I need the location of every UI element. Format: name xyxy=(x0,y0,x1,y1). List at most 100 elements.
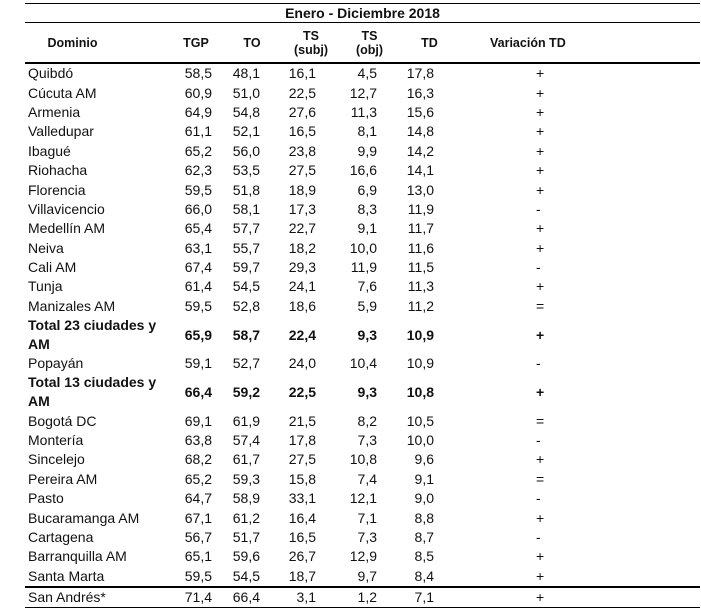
cell-ts-obj: 12,1 xyxy=(349,490,377,507)
cell-td: 10,0 xyxy=(406,432,434,449)
cell-to: 59,2 xyxy=(232,383,260,400)
cell-dominio: Cali AM xyxy=(28,259,77,276)
cell-to: 51,7 xyxy=(232,529,260,545)
cell-to: 53,5 xyxy=(232,162,260,179)
table-row: Total 13 ciudades y AM 66,4 59,2 22,5 9,3 10,… xyxy=(25,373,700,411)
cell-td: 10,8 xyxy=(406,383,434,400)
table-row: Barranquilla AM 65,1 59,6 26,7 12,9 8,5 + xyxy=(25,547,700,566)
cell-dominio: Neiva xyxy=(28,239,64,256)
cell-ts-subj: 18,2 xyxy=(288,239,316,256)
cell-ts-subj: 16,1 xyxy=(288,65,316,82)
cell-variacion-td: + xyxy=(536,142,545,159)
table-row: Total 23 ciudades y AM 65,9 58,7 22,4 9,3 10,… xyxy=(25,316,700,354)
cell-ts-obj: 10,0 xyxy=(349,239,377,256)
cell-dominio: San Andrés* xyxy=(25,586,160,608)
cell-variacion-td: + xyxy=(536,326,545,343)
cell-tgp: 65,1 xyxy=(184,548,212,565)
cell-td: 11,5 xyxy=(407,259,434,276)
cell-ts-subj: 16,4 xyxy=(288,509,316,526)
cell-dominio: Montería xyxy=(28,432,84,449)
table-row: Cali AM 67,4 59,7 29,3 11,9 11,5 - xyxy=(25,258,700,277)
cell-ts-subj: 22,5 xyxy=(288,383,316,400)
cell-dominio: Sincelejo xyxy=(28,451,85,468)
cell-tgp: 59,5 xyxy=(184,567,212,584)
cell-variacion-td: + xyxy=(536,162,545,179)
header-row: Dominio TGP TO TS (subj) TS (obj) TD Variación… xyxy=(25,23,700,64)
cell-variacion-td: - xyxy=(536,259,541,276)
cell-variacion-td: + xyxy=(536,220,545,237)
cell-dominio: Armenia xyxy=(28,103,81,120)
column-header-ts-subj: TS (subj) xyxy=(272,23,330,64)
cell-td: 8,7 xyxy=(414,529,434,545)
cell-tgp: 71,4 xyxy=(160,586,212,608)
cell-to: 48,1 xyxy=(232,65,260,82)
cell-to: 57,7 xyxy=(232,220,260,237)
cell-td: 14,2 xyxy=(406,142,434,159)
cell-ts-obj: 7,4 xyxy=(357,470,377,487)
cell-variacion-td: + xyxy=(536,548,545,565)
table-row: Montería 63,8 57,4 17,8 7,3 10,0 - xyxy=(25,431,700,450)
cell-dominio: Bogotá DC xyxy=(28,412,97,429)
table-row: Pasto 64,7 58,9 33,1 12,1 9,0 - xyxy=(25,489,700,508)
cell-to: 58,1 xyxy=(232,200,260,217)
column-header-ts-obj: TS (obj) xyxy=(330,23,389,64)
cell-tgp: 65,4 xyxy=(184,220,212,237)
cell-variacion-td: = xyxy=(536,412,545,429)
cell-td: 8,4 xyxy=(414,567,434,584)
cell-tgp: 59,5 xyxy=(184,181,212,198)
cell-td: 9,1 xyxy=(414,470,434,487)
cell-tgp: 59,1 xyxy=(184,355,212,372)
cell-ts-obj: 8,2 xyxy=(357,412,377,429)
cell-ts-obj: 7,1 xyxy=(357,509,377,526)
cell-tgp: 63,8 xyxy=(184,432,212,449)
cell-tgp: 58,5 xyxy=(184,65,212,82)
data-table-container: Enero - Diciembre 2018 Dominio TGP TO TS (s… xyxy=(25,3,700,608)
column-header-variacion-td: Variación TD xyxy=(450,23,700,64)
cell-tgp: 63,1 xyxy=(184,239,212,256)
cell-variacion-td: + xyxy=(450,586,700,608)
cell-td: 15,6 xyxy=(406,103,434,120)
cell-dominio: Riohacha xyxy=(28,162,88,179)
cell-dominio: Medellín AM xyxy=(28,220,106,237)
cell-td: 13,0 xyxy=(406,181,434,198)
cell-td: 11,6 xyxy=(407,239,434,256)
cell-dominio: Valledupar xyxy=(28,123,94,140)
cell-dominio: Total 13 ciudades y AM xyxy=(28,374,157,410)
table-row: Cartagena 56,7 51,7 16,5 7,3 8,7 - xyxy=(25,528,700,547)
table-row: Sincelejo 68,2 61,7 27,5 10,8 9,6 + xyxy=(25,450,700,469)
cell-to: 55,7 xyxy=(232,239,260,256)
table-row: Manizales AM 59,5 52,8 18,6 5,9 11,2 = xyxy=(25,297,700,316)
cell-ts-obj: 11,3 xyxy=(350,103,377,120)
cell-ts-obj: 1,2 xyxy=(330,586,389,608)
cell-dominio: Popayán xyxy=(28,355,84,372)
cell-tgp: 67,4 xyxy=(184,259,212,276)
labor-market-table: Dominio TGP TO TS (subj) TS (obj) TD Variación… xyxy=(25,23,700,608)
cell-to: 52,8 xyxy=(232,297,260,314)
cell-ts-obj: 8,1 xyxy=(357,123,377,140)
cell-ts-subj: 22,5 xyxy=(288,84,316,101)
cell-ts-obj: 7,6 xyxy=(357,278,377,295)
cell-tgp: 66,4 xyxy=(184,383,212,400)
cell-tgp: 61,1 xyxy=(184,123,212,140)
table-row: Florencia 59,5 51,8 18,9 6,9 13,0 + xyxy=(25,180,700,199)
cell-td: 11,2 xyxy=(407,297,434,314)
cell-dominio: Barranquilla AM xyxy=(28,548,127,565)
cell-to: 59,3 xyxy=(232,470,260,487)
table-row: Santa Marta 59,5 54,5 18,7 9,7 8,4 + xyxy=(25,567,700,587)
cell-to: 59,7 xyxy=(232,259,260,276)
table-row: Pereira AM 65,2 59,3 15,8 7,4 9,1 = xyxy=(25,470,700,489)
cell-variacion-td: - xyxy=(536,490,541,507)
cell-to: 61,7 xyxy=(232,451,260,468)
cell-td: 16,3 xyxy=(406,84,434,101)
cell-variacion-td: + xyxy=(536,278,545,295)
cell-ts-obj: 6,9 xyxy=(357,181,377,198)
cell-ts-subj: 26,7 xyxy=(288,548,316,565)
cell-variacion-td: + xyxy=(536,65,545,82)
cell-td: 14,1 xyxy=(406,162,434,179)
cell-td: 11,3 xyxy=(407,278,434,295)
cell-tgp: 66,0 xyxy=(184,200,212,217)
cell-tgp: 67,1 xyxy=(184,509,212,526)
cell-td: 14,8 xyxy=(406,123,434,140)
cell-ts-subj: 18,9 xyxy=(288,181,316,198)
column-header-to: TO xyxy=(212,23,272,64)
